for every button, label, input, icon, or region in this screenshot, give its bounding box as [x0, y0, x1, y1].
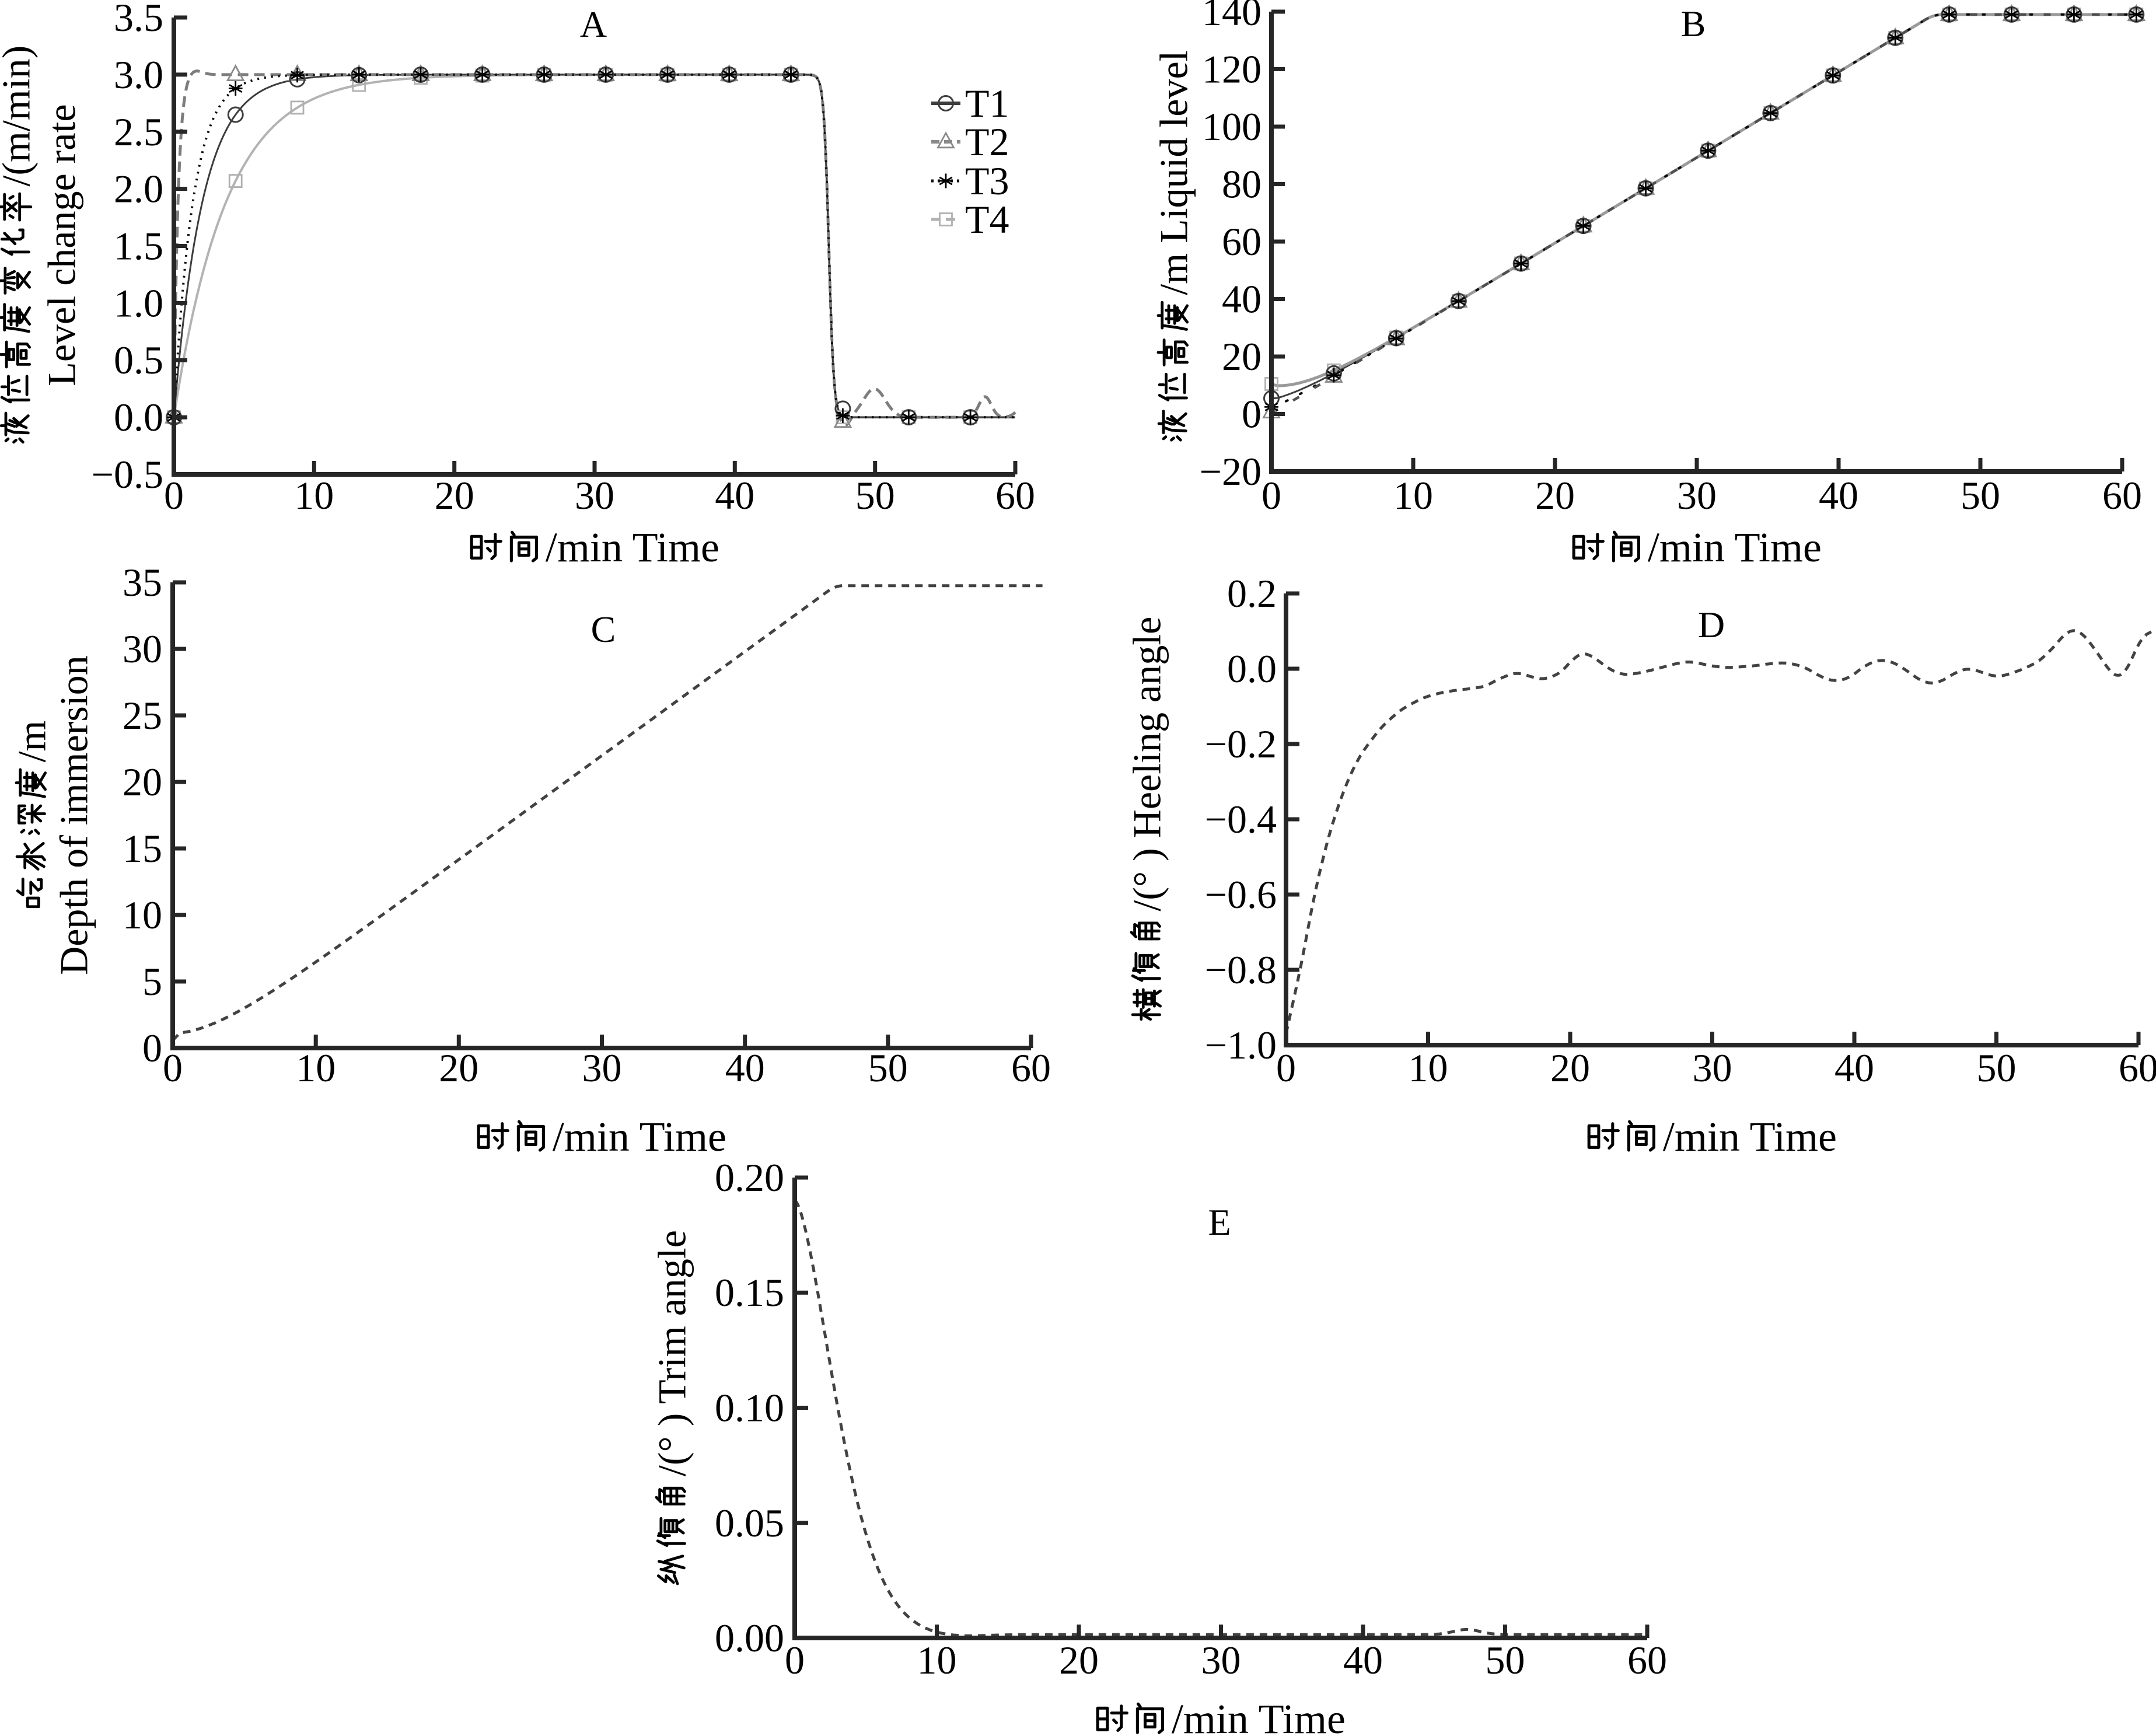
svg-text:0.2: 0.2 [1227, 571, 1277, 616]
svg-text:−20: −20 [1200, 449, 1262, 494]
svg-text:2.0: 2.0 [114, 167, 163, 211]
svg-text:0.0: 0.0 [1227, 647, 1277, 691]
svg-text:20: 20 [1550, 1046, 1590, 1090]
svg-text:0: 0 [164, 473, 184, 518]
svg-text:30: 30 [1693, 1046, 1732, 1090]
svg-text:30: 30 [575, 473, 614, 518]
svg-text:5: 5 [142, 959, 162, 1004]
svg-text:20: 20 [1222, 334, 1262, 379]
svg-text:0.00: 0.00 [715, 1616, 784, 1660]
svg-text:/(° ) Heeling angle: /(° ) Heeling angle [1124, 617, 1169, 911]
svg-text:50: 50 [1961, 473, 2000, 518]
svg-text:0.15: 0.15 [715, 1270, 784, 1315]
svg-text:30: 30 [582, 1046, 622, 1090]
svg-text:2.5: 2.5 [114, 110, 163, 154]
svg-text:50: 50 [868, 1046, 908, 1090]
svg-text:A: A [580, 4, 607, 45]
svg-text:B: B [1681, 3, 1706, 44]
svg-text:100: 100 [1202, 104, 1262, 149]
svg-text:10: 10 [123, 893, 162, 937]
svg-text:3.0: 3.0 [114, 53, 163, 97]
svg-text:60: 60 [995, 473, 1035, 518]
svg-text:20: 20 [435, 473, 474, 518]
svg-text:C: C [591, 609, 616, 650]
svg-text:T4: T4 [965, 197, 1009, 242]
svg-text:T1: T1 [965, 81, 1009, 125]
svg-text:0.05: 0.05 [715, 1501, 784, 1545]
svg-text:0.20: 0.20 [715, 1155, 784, 1200]
svg-text:25: 25 [123, 693, 162, 738]
svg-text:10: 10 [1409, 1046, 1448, 1090]
svg-text:80: 80 [1222, 162, 1262, 207]
svg-text:/min Time: /min Time [1648, 524, 1822, 571]
svg-text:/min Time: /min Time [546, 524, 719, 571]
svg-text:50: 50 [1977, 1046, 2017, 1090]
svg-text:0.0: 0.0 [114, 395, 163, 439]
svg-text:−0.8: −0.8 [1205, 948, 1277, 992]
svg-text:/min Time: /min Time [553, 1113, 726, 1160]
svg-text:35: 35 [123, 560, 162, 605]
svg-text:40: 40 [1343, 1638, 1383, 1682]
svg-text:40: 40 [715, 473, 754, 518]
svg-text:−0.6: −0.6 [1205, 872, 1277, 917]
svg-text:50: 50 [855, 473, 895, 518]
svg-text:20: 20 [123, 760, 162, 804]
svg-text:−1.0: −1.0 [1205, 1023, 1277, 1067]
svg-text:/min Time: /min Time [1663, 1113, 1837, 1160]
svg-text:10: 10 [1393, 473, 1433, 518]
svg-text:T3: T3 [965, 159, 1009, 203]
svg-text:20: 20 [439, 1046, 478, 1090]
svg-text:0: 0 [1276, 1046, 1296, 1090]
svg-text:E: E [1208, 1201, 1231, 1243]
svg-text:0.10: 0.10 [715, 1386, 784, 1430]
svg-text:40: 40 [1222, 277, 1262, 322]
svg-text:10: 10 [917, 1638, 957, 1682]
svg-text:3.5: 3.5 [114, 0, 163, 40]
svg-text:40: 40 [1834, 1046, 1874, 1090]
svg-text:60: 60 [1627, 1638, 1667, 1682]
svg-text:30: 30 [1201, 1638, 1241, 1682]
svg-text:60: 60 [1222, 219, 1262, 264]
svg-text:120: 120 [1202, 47, 1262, 92]
svg-text:60: 60 [2119, 1046, 2156, 1090]
svg-text:Depth of immersion: Depth of immersion [51, 655, 96, 975]
svg-text:−0.4: −0.4 [1205, 797, 1277, 841]
svg-text:10: 10 [294, 473, 334, 518]
svg-text:0: 0 [1262, 473, 1281, 518]
svg-text:140: 140 [1202, 0, 1262, 34]
svg-text:60: 60 [2102, 473, 2142, 518]
svg-text:0: 0 [142, 1026, 162, 1070]
svg-text:/min Time: /min Time [1172, 1696, 1346, 1736]
svg-text:0: 0 [785, 1638, 805, 1682]
svg-text:/(m/min): /(m/min) [0, 46, 38, 187]
svg-text:20: 20 [1059, 1638, 1099, 1682]
svg-text:T2: T2 [965, 120, 1009, 164]
svg-text:0: 0 [163, 1046, 183, 1090]
svg-text:20: 20 [1535, 473, 1575, 518]
svg-text:60: 60 [1011, 1046, 1051, 1090]
svg-text:/m Liquid level: /m Liquid level [1151, 50, 1196, 295]
svg-text:/(° ) Trim angle: /(° ) Trim angle [649, 1230, 694, 1476]
svg-text:50: 50 [1486, 1638, 1525, 1682]
svg-text:0: 0 [1242, 392, 1262, 436]
svg-text:1.5: 1.5 [114, 224, 163, 268]
svg-text:−0.2: −0.2 [1205, 722, 1277, 766]
svg-text:40: 40 [725, 1046, 765, 1090]
svg-text:30: 30 [1677, 473, 1717, 518]
svg-text:−0.5: −0.5 [92, 452, 163, 497]
svg-text:10: 10 [296, 1046, 336, 1090]
svg-text:Level change rate: Level change rate [39, 104, 83, 386]
svg-text:40: 40 [1819, 473, 1858, 518]
svg-text:D: D [1698, 604, 1725, 645]
svg-text:30: 30 [123, 627, 162, 671]
svg-text:15: 15 [123, 826, 162, 871]
svg-text:0.5: 0.5 [114, 338, 163, 382]
svg-text:/m: /m [9, 721, 54, 763]
svg-text:1.0: 1.0 [114, 281, 163, 325]
